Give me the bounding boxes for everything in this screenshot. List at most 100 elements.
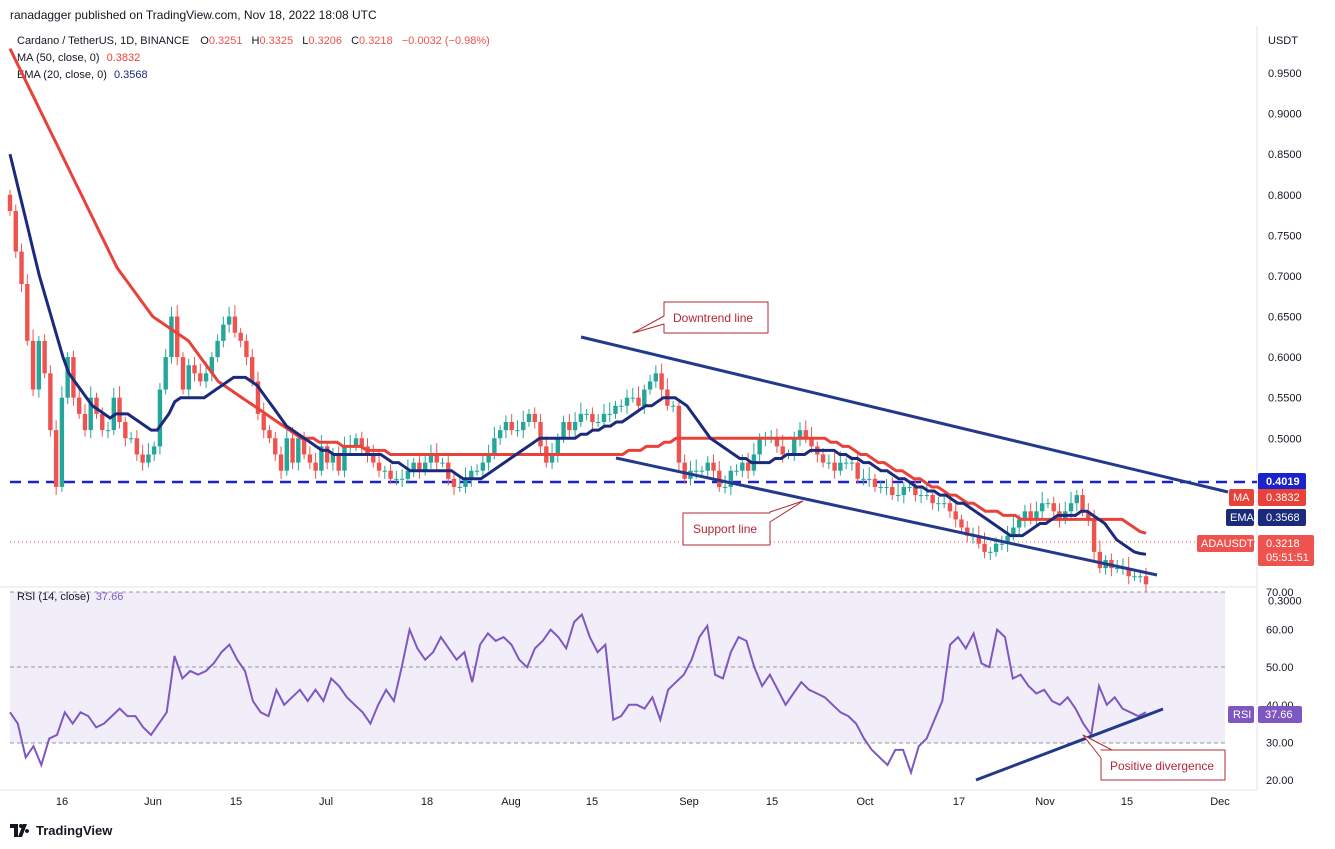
candle-body[interactable]	[330, 454, 336, 463]
candle-body[interactable]	[13, 210, 18, 252]
candle-body[interactable]	[705, 462, 710, 471]
candle-body[interactable]	[313, 462, 318, 471]
candle-body[interactable]	[221, 324, 226, 341]
candle-body[interactable]	[198, 373, 203, 382]
candle-body[interactable]	[474, 470, 480, 472]
candle-body[interactable]	[607, 413, 612, 415]
candle-body[interactable]	[619, 405, 624, 407]
candle-body[interactable]	[157, 389, 163, 447]
candle-body[interactable]	[88, 397, 93, 431]
candle-body[interactable]	[94, 397, 99, 414]
support-trend-line[interactable]	[615, 456, 1158, 577]
candle-body[interactable]	[180, 357, 186, 390]
candle-body[interactable]	[434, 454, 439, 463]
candle-body[interactable]	[1045, 503, 1051, 505]
candle-body[interactable]	[630, 397, 635, 399]
candle-body[interactable]	[261, 413, 266, 431]
candle-body[interactable]	[682, 462, 687, 479]
candle-body[interactable]	[497, 430, 503, 439]
candle-body[interactable]	[711, 462, 716, 471]
candle-body[interactable]	[463, 478, 468, 487]
candle-body[interactable]	[238, 332, 243, 341]
candle-body[interactable]	[653, 373, 659, 382]
candle-body[interactable]	[601, 413, 607, 423]
candle-body[interactable]	[30, 340, 36, 390]
rsi-divergence-line[interactable]	[975, 707, 1164, 782]
candle-body[interactable]	[965, 527, 970, 536]
candle-body[interactable]	[913, 486, 918, 496]
candle-body[interactable]	[584, 413, 589, 415]
candle-body[interactable]	[941, 503, 947, 505]
candle-body[interactable]	[590, 413, 595, 423]
candle-body[interactable]	[642, 389, 647, 406]
candle-body[interactable]	[244, 340, 249, 358]
candle-body[interactable]	[694, 470, 699, 472]
candle-body[interactable]	[890, 486, 895, 496]
candle-body[interactable]	[636, 397, 641, 406]
candle-body[interactable]	[48, 373, 53, 431]
candle-body[interactable]	[249, 357, 255, 382]
candle-body[interactable]	[457, 486, 462, 488]
downtrend-callout[interactable]: Downtrend line	[632, 301, 769, 334]
divergence-callout[interactable]: Positive divergence	[1082, 734, 1226, 781]
candle-body[interactable]	[319, 446, 324, 471]
candle-body[interactable]	[624, 397, 630, 406]
candle-body[interactable]	[884, 486, 889, 488]
candle-body[interactable]	[867, 478, 872, 480]
candle-body[interactable]	[1097, 551, 1103, 569]
candle-body[interactable]	[924, 495, 930, 497]
candle-body[interactable]	[123, 422, 128, 439]
candle-body[interactable]	[53, 430, 59, 487]
candle-body[interactable]	[907, 486, 912, 488]
candle-body[interactable]	[826, 462, 832, 464]
candle-body[interactable]	[722, 486, 728, 488]
candle-body[interactable]	[146, 454, 151, 463]
candle-body[interactable]	[999, 543, 1005, 545]
candle-body[interactable]	[7, 194, 13, 211]
candle-body[interactable]	[336, 454, 341, 471]
candle-body[interactable]	[757, 438, 762, 455]
ema20-line[interactable]	[8, 153, 1147, 556]
candle-body[interactable]	[65, 357, 70, 398]
price-axis[interactable]: 0.9500 0.9000 0.8500 0.8000 0.7500 0.7000 0.65…	[1268, 68, 1302, 608]
candle-body[interactable]	[399, 478, 405, 480]
candle-body[interactable]	[549, 454, 555, 463]
candle-body[interactable]	[843, 462, 849, 464]
candle-body[interactable]	[670, 405, 676, 407]
candle-body[interactable]	[267, 430, 272, 439]
candle-body[interactable]	[792, 438, 797, 455]
candle-body[interactable]	[100, 413, 105, 431]
candle-body[interactable]	[192, 365, 197, 374]
candle-body[interactable]	[503, 422, 509, 431]
candle-body[interactable]	[128, 438, 134, 440]
candle-body[interactable]	[1086, 511, 1091, 520]
candle-body[interactable]	[186, 365, 191, 390]
candle-body[interactable]	[613, 405, 618, 414]
ma-legend[interactable]: MA (50, close, 0) 0.3832	[17, 52, 140, 64]
candle-body[interactable]	[809, 438, 814, 447]
candle-body[interactable]	[953, 511, 958, 520]
candle-body[interactable]	[1074, 495, 1080, 504]
candle-body[interactable]	[278, 454, 284, 471]
candle-body[interactable]	[849, 462, 855, 464]
candle-body[interactable]	[232, 316, 238, 333]
rsi-line[interactable]	[9, 612, 1147, 776]
candle-body[interactable]	[1138, 576, 1143, 578]
candle-body[interactable]	[324, 446, 330, 463]
candle-body[interactable]	[993, 543, 999, 552]
candle-body[interactable]	[422, 462, 428, 471]
candle-body[interactable]	[895, 495, 901, 497]
candle-body[interactable]	[1005, 535, 1010, 544]
candle-body[interactable]	[567, 422, 572, 431]
candle-body[interactable]	[492, 438, 497, 455]
candle-body[interactable]	[1068, 503, 1074, 512]
candle-body[interactable]	[382, 470, 388, 472]
candle-body[interactable]	[19, 251, 24, 285]
candle-body[interactable]	[861, 478, 866, 480]
candle-body[interactable]	[307, 454, 313, 463]
candle-body[interactable]	[371, 454, 376, 463]
candle-body[interactable]	[255, 381, 261, 414]
symbol-legend[interactable]: Cardano / TetherUS, 1D, BINANCE O0.3251 …	[17, 35, 490, 47]
candle-body[interactable]	[699, 470, 705, 472]
